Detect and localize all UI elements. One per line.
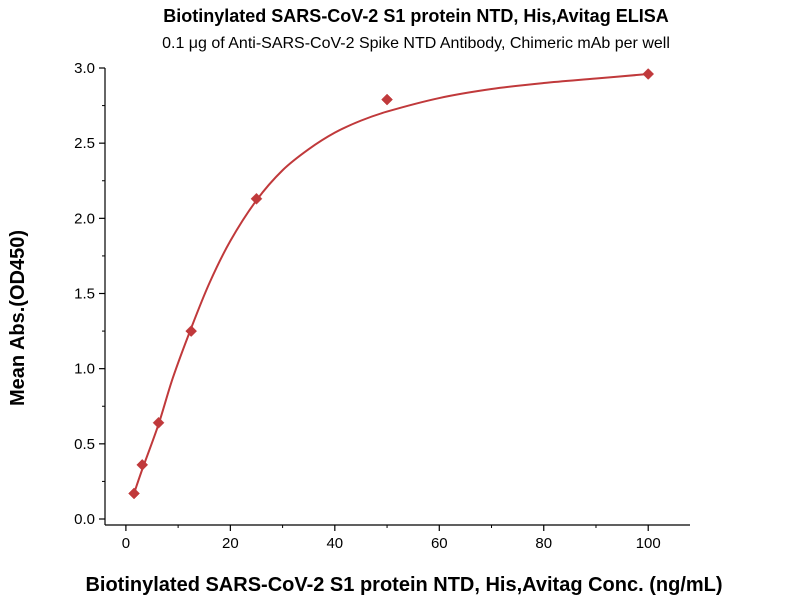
ticks: 0.0 0.5 1.0 1.5 2.0 2.5 3.0 0 20 40 60 80 100 <box>74 60 661 552</box>
data-point-diamond <box>152 416 165 429</box>
data-point-diamond <box>128 487 140 500</box>
y-axis-label: Mean Abs.(OD450) <box>7 230 29 406</box>
x-tick-label: 40 <box>326 535 343 552</box>
x-tick-label: 0 <box>122 535 130 552</box>
data-point-diamond <box>136 459 149 471</box>
fit-curve-layer <box>133 73 649 494</box>
data-point-diamond <box>381 93 393 106</box>
data-points <box>128 68 655 500</box>
y-tick-label: 3.0 <box>74 60 95 77</box>
data-point-diamond <box>185 325 198 337</box>
y-tick-label: 0.5 <box>74 436 95 453</box>
y-tick-label: 0.0 <box>74 511 95 528</box>
data-point-diamond <box>250 192 263 205</box>
x-axis-label: Biotinylated SARS-CoV-2 S1 protein NTD, … <box>85 574 722 596</box>
axes <box>104 68 690 526</box>
data-point-diamond <box>642 68 655 80</box>
x-tick-label: 60 <box>431 535 448 552</box>
x-tick-label: 20 <box>222 535 239 552</box>
x-tick-label: 80 <box>535 535 552 552</box>
x-tick-label: 100 <box>636 535 661 552</box>
chart-title: Biotinylated SARS-CoV-2 S1 protein NTD, … <box>163 6 668 26</box>
y-tick-label: 1.5 <box>74 286 95 303</box>
fit-curve <box>133 73 649 494</box>
y-tick-label: 2.0 <box>74 210 95 227</box>
chart-subtitle: 0.1 μg of Anti-SARS-CoV-2 Spike NTD Anti… <box>162 35 670 52</box>
y-tick-label: 2.5 <box>74 135 95 152</box>
y-tick-label: 1.0 <box>74 361 95 378</box>
